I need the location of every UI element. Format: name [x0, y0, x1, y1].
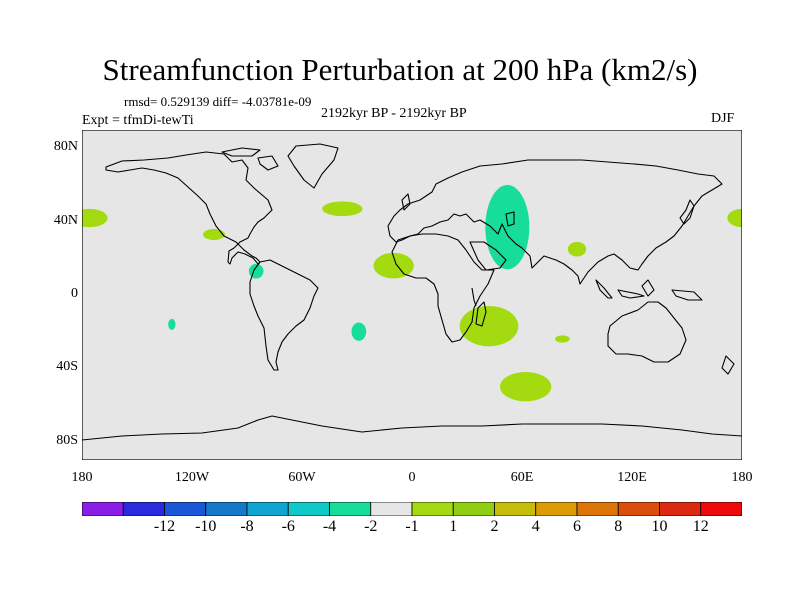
anomaly-s-atlantic — [351, 322, 367, 341]
coast-uk — [401, 193, 411, 211]
coast-eurasia — [387, 159, 723, 285]
anomaly-s-africa — [459, 306, 519, 347]
y-tick-label: 80N — [53, 139, 78, 155]
y-tick-label: 40N — [53, 212, 78, 228]
colorbar-box — [576, 502, 619, 516]
stats-line: rmsd= 0.529139 diff= -4.03781e-09 — [124, 94, 312, 109]
coast-arabia — [469, 241, 507, 271]
x-tick-label: 60W — [288, 470, 316, 485]
colorbar-label: 2 — [490, 518, 499, 535]
colorbar-label: -4 — [322, 518, 337, 535]
colorbar-box — [411, 502, 454, 516]
experiment-label: Expt = tfmDi-tewTi — [82, 113, 194, 128]
x-tick-label: 120W — [174, 470, 210, 485]
coast-madagascar — [475, 301, 487, 327]
coast-new-zealand — [721, 355, 735, 375]
colorbar-label: 10 — [651, 518, 668, 535]
anomaly-n-africa — [373, 252, 414, 279]
coast-australia — [607, 301, 687, 363]
coast-arctic-islands — [221, 147, 279, 171]
coast-africa — [391, 233, 495, 343]
colorbar-box — [535, 502, 578, 516]
colorbar-box — [659, 502, 702, 516]
colorbar-box — [287, 502, 330, 516]
y-tick-label: 0 — [71, 286, 78, 301]
x-tick-label: 0 — [408, 470, 416, 485]
colorbar-box — [329, 502, 372, 516]
colorbar-label: 1 — [449, 518, 458, 535]
colorbar-box — [122, 502, 165, 516]
colorbar-box — [164, 502, 207, 516]
colorbar-label: 4 — [531, 518, 540, 535]
colorbar-label: -8 — [240, 518, 254, 535]
x-tick-label: 60E — [510, 470, 534, 485]
coast-lakes-africa — [471, 287, 477, 307]
colorbar-box — [205, 502, 248, 516]
period-label: 2192kyr BP - 2192kyr BP — [321, 106, 467, 121]
anomaly-middle-east — [485, 185, 530, 270]
colorbar-box — [700, 502, 742, 516]
anomaly-ne-pacific — [203, 229, 225, 240]
colorbar-label: 8 — [614, 518, 623, 535]
colorbar-box — [617, 502, 660, 516]
colorbar-box — [494, 502, 537, 516]
coast-caspian — [505, 211, 515, 227]
colorbar-label: -12 — [153, 518, 176, 535]
y-tick-label: 80S — [56, 432, 78, 448]
anomaly-n-atlantic — [322, 201, 363, 217]
x-tick-label: 180 — [71, 470, 93, 485]
y-tick-label: 40S — [56, 359, 78, 375]
colorbar-label: -1 — [405, 518, 419, 535]
x-tick-label: 120E — [617, 470, 647, 485]
coast-south-america — [249, 259, 319, 371]
colorbar-box — [246, 502, 289, 516]
anomaly-tibet — [567, 241, 587, 257]
world-map — [82, 130, 742, 460]
colorbar-label: -6 — [281, 518, 295, 535]
coastlines — [82, 143, 742, 441]
colorbar-label: 12 — [692, 518, 709, 535]
colorbar-label: -2 — [364, 518, 378, 535]
anomaly-central-america — [248, 263, 264, 279]
x-tick-label: 180 — [731, 470, 753, 485]
colorbar-box — [452, 502, 495, 516]
coast-greenland — [287, 143, 339, 189]
anomaly-n-pacific-west — [727, 208, 742, 228]
anomaly-s-ocean — [500, 372, 552, 402]
coast-antarctica — [82, 415, 742, 441]
anomaly-n-pacific-east — [82, 208, 108, 228]
colorbar-box — [370, 502, 413, 516]
coast-north-america — [105, 151, 273, 265]
anomaly-s-indian — [555, 335, 570, 343]
map-background — [82, 130, 742, 460]
anomaly-layer — [82, 185, 742, 402]
colorbar — [82, 502, 742, 516]
plot-title: Streamfunction Perturbation at 200 hPa (… — [102, 52, 698, 87]
season-label: DJF — [711, 111, 735, 126]
coast-indonesia — [595, 279, 703, 301]
colorbar-box — [82, 502, 124, 516]
anomaly-s-pacific — [168, 318, 176, 330]
coast-japan — [679, 199, 695, 225]
colorbar-label: -10 — [195, 518, 217, 535]
colorbar-label: 6 — [573, 518, 581, 535]
